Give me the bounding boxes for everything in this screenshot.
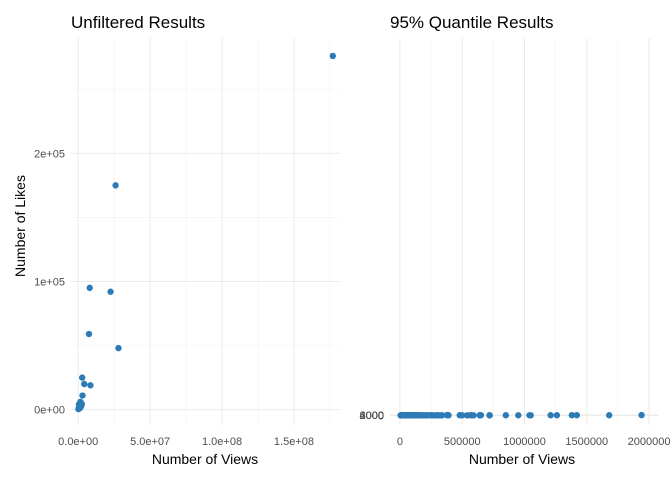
data-point [444,412,451,419]
data-point [79,374,86,381]
data-point [515,412,522,419]
y-tick-label: 2e+05 [34,148,65,160]
x-tick-label: 0.0e+00 [58,436,98,448]
x-tick-label: 0 [397,436,403,448]
data-point [431,412,439,419]
x-tick-label: 5.0e+07 [130,436,170,448]
data-point [85,330,93,338]
data-point [638,411,645,419]
panel-title: Unfiltered Results [71,13,205,32]
data-point [87,382,94,389]
data-point [459,412,466,419]
data-point [464,412,471,419]
data-point [112,182,119,189]
data-point [115,344,122,352]
data-point [79,392,86,399]
data-point [547,412,554,419]
data-point [470,412,477,419]
data-point [526,412,533,419]
y-axis-ticks: 0e+00 1e+05 2e+05 [34,148,65,416]
y-axis-title: Number of Likes [12,175,28,277]
data-point [107,288,114,295]
y-tick-label: 0 [378,410,384,422]
y-tick-label: 6000 [360,410,384,422]
x-axis-title: Number of Views [152,451,258,467]
x-axis-ticks: 0 500000 1000000 1500000 2000000 [397,436,671,448]
x-tick-label: 500000 [444,436,481,448]
data-point [86,284,93,292]
x-tick-label: 1.5e+08 [274,436,314,448]
data-point [75,405,82,413]
data-point [573,411,581,419]
data-point [329,52,337,60]
data-point [605,412,613,419]
data-point [486,412,493,419]
x-axis-title: Number of Views [469,451,575,467]
data-point [476,412,483,419]
data-point [81,380,88,388]
x-tick-label: 1.0e+08 [202,436,242,448]
data-point [502,412,510,419]
y-tick-label: 4000 [360,410,384,422]
data-point [408,412,416,419]
data-point [424,412,431,419]
data-point [553,412,561,419]
y-tick-label: 0e+00 [34,405,65,417]
panel-unfiltered: Unfiltered Results 0.0e+00 5.0e+07 1.0e+08… [12,13,340,467]
panel-title: 95% Quantile Results [390,13,553,32]
x-tick-label: 1000000 [503,436,546,448]
scatter-points [75,52,337,413]
data-point [568,412,576,419]
x-tick-label: 1500000 [565,436,608,448]
y-tick-label: 1e+05 [34,276,65,288]
x-axis-ticks: 0.0e+00 5.0e+07 1.0e+08 1.5e+08 [58,436,314,448]
panel-quantile: 95% Quantile Results 0 500000 1000000 15000… [360,13,671,467]
x-tick-label: 2000000 [628,436,671,448]
scatter-points [397,411,645,419]
data-point [437,412,445,419]
y-tick-label: 2000 [360,410,384,422]
grid [71,38,340,425]
